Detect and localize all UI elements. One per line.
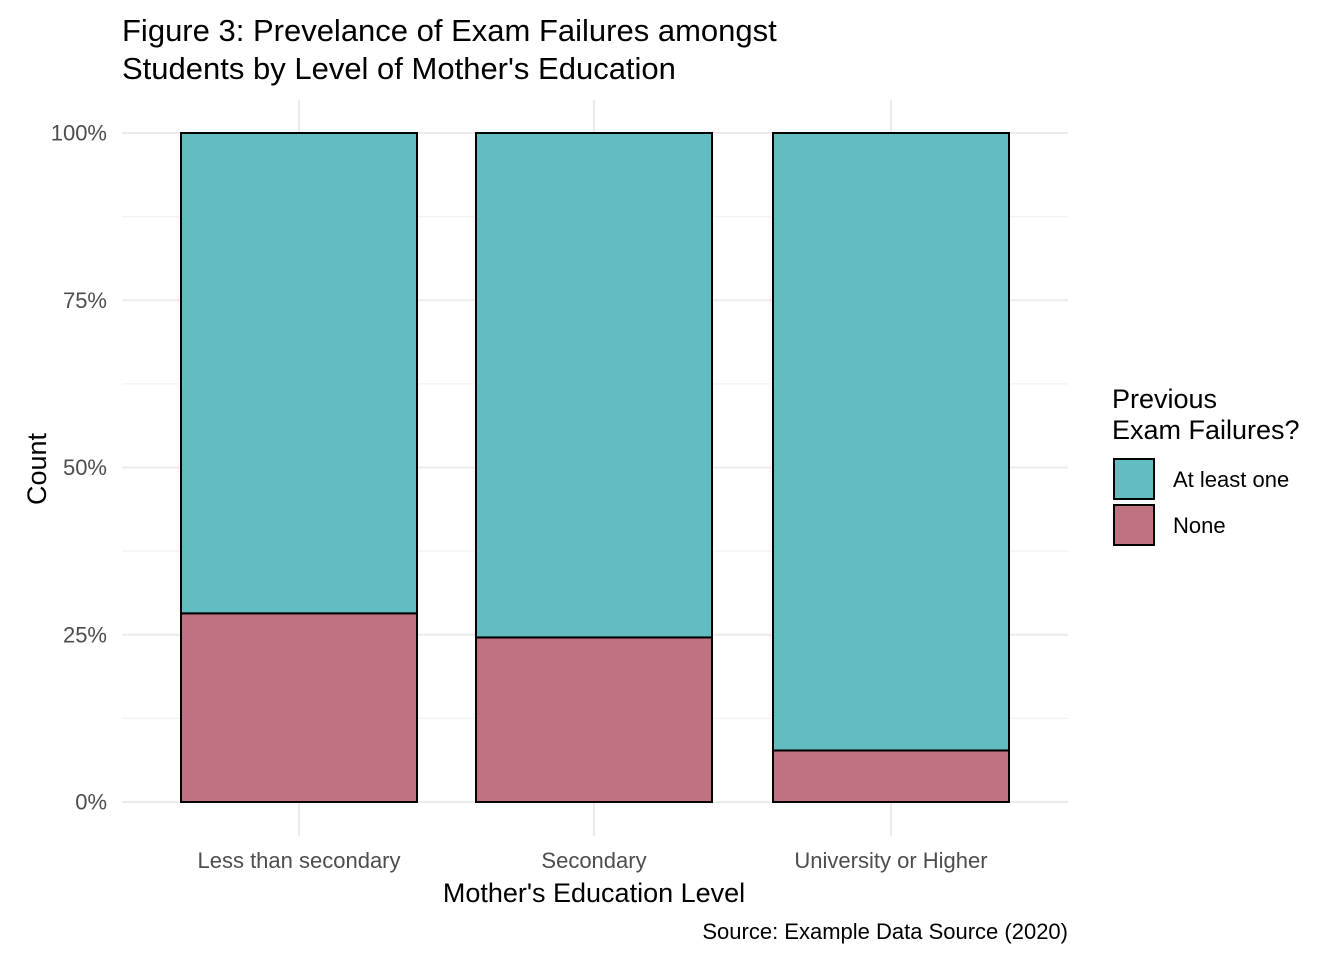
y-tick-label: 25%: [63, 622, 107, 647]
bar-segment-none: [180, 612, 418, 803]
y-axis-ticks: 0% 25% 50% 75% 100%: [51, 121, 107, 815]
legend-swatch-none: [1113, 504, 1155, 546]
bar-segment-at-least-one: [180, 132, 418, 615]
legend-item-at-least-one: At least one: [1112, 458, 1300, 504]
x-axis-label: Mother's Education Level: [443, 878, 745, 908]
x-axis-ticks: Less than secondary Secondary University o…: [197, 848, 987, 873]
chart-title: Figure 3: Prevelance of Exam Failures am…: [122, 12, 777, 88]
chart-title-line-2: Students by Level of Mother's Education: [122, 51, 676, 86]
y-tick-label: 0%: [75, 790, 107, 815]
bar-segment-at-least-one: [475, 132, 713, 639]
x-tick-label: University or Higher: [794, 848, 987, 873]
bar-segment-at-least-one: [772, 132, 1010, 752]
y-axis-label: Count: [22, 432, 52, 505]
legend-item-none: None: [1112, 504, 1300, 550]
bar-stacks: [180, 132, 1010, 804]
y-tick-label: 100%: [51, 121, 107, 146]
x-tick-label: Secondary: [541, 848, 646, 873]
legend-label-none: None: [1173, 513, 1226, 538]
source-caption: Source: Example Data Source (2020): [702, 919, 1068, 944]
y-tick-label: 50%: [63, 455, 107, 480]
bar-segment-none: [475, 636, 713, 804]
x-tick-label: Less than secondary: [197, 848, 400, 873]
legend-swatch-at-least-one: [1113, 458, 1155, 500]
legend-title-line-2: Exam Failures?: [1112, 415, 1300, 445]
bar-segment-none: [772, 749, 1010, 803]
legend-label-at-least-one: At least one: [1173, 467, 1290, 492]
legend: Previous Exam Failures? At least one Non…: [1112, 384, 1300, 550]
y-tick-label: 75%: [63, 288, 107, 313]
legend-title-line-1: Previous: [1112, 384, 1218, 414]
chart-title-line-1: Figure 3: Prevelance of Exam Failures am…: [122, 13, 777, 48]
